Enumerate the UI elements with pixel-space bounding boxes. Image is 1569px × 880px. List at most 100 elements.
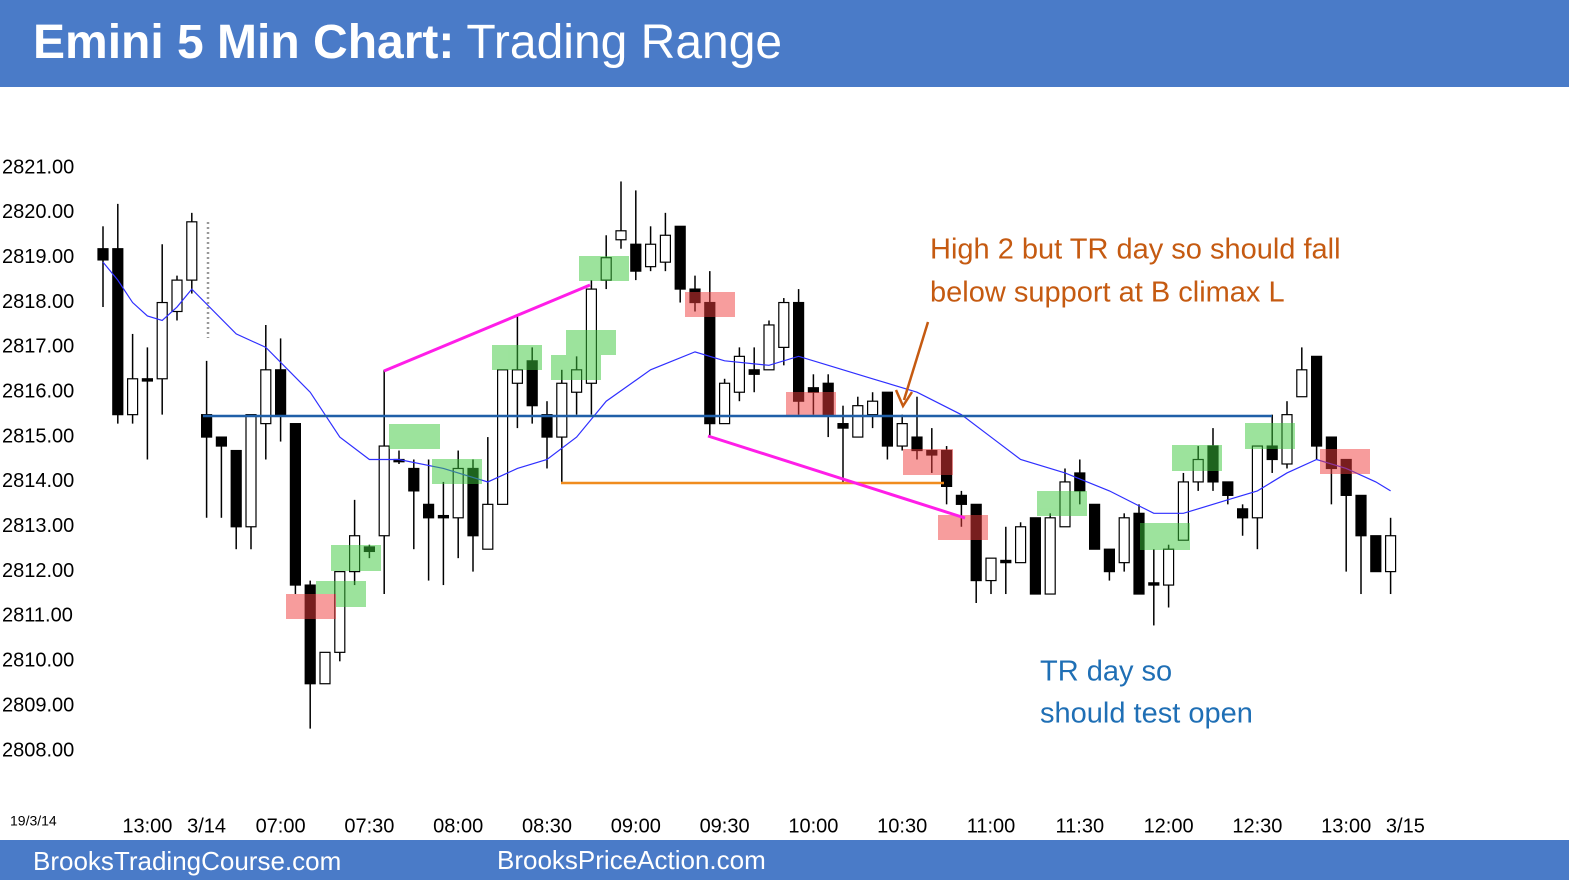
candle-body bbox=[985, 557, 997, 582]
arrow bbox=[902, 321, 930, 401]
candle-body bbox=[778, 301, 790, 348]
sell-signal bbox=[903, 449, 953, 475]
arrow-head bbox=[894, 389, 914, 409]
candle-body bbox=[1103, 548, 1116, 573]
title: Emini 5 Min Chart: bbox=[33, 16, 454, 69]
candle-body bbox=[733, 355, 746, 393]
candle-body bbox=[1296, 369, 1308, 398]
candle-body bbox=[911, 436, 923, 452]
buy-signal bbox=[432, 459, 482, 484]
x-tick-label: 13:00 bbox=[122, 815, 172, 837]
y-tick-label: 2810.00 bbox=[2, 650, 74, 672]
candle-body bbox=[156, 301, 168, 380]
x-tick-label: 12:30 bbox=[1232, 815, 1282, 837]
x-tick-label: 08:30 bbox=[522, 815, 572, 837]
candle-body bbox=[1162, 548, 1175, 586]
candle-body bbox=[230, 449, 242, 528]
candle-body bbox=[718, 382, 731, 425]
candle-body bbox=[955, 494, 968, 505]
candle-body bbox=[1044, 517, 1056, 595]
candle-body bbox=[541, 414, 553, 438]
candle-body bbox=[659, 234, 672, 263]
annotation: should test open bbox=[1040, 698, 1253, 730]
footer-link: BrooksPriceAction.com bbox=[497, 845, 766, 875]
x-tick-label: 09:30 bbox=[700, 815, 750, 837]
candle-body bbox=[1000, 559, 1012, 564]
sell-signal bbox=[286, 594, 336, 619]
buy-signal bbox=[389, 424, 440, 449]
candle-body bbox=[497, 369, 509, 505]
candle-body bbox=[970, 503, 982, 582]
sell-signal bbox=[938, 515, 988, 540]
candle-body bbox=[408, 467, 420, 492]
buy-signal bbox=[1172, 445, 1222, 471]
annotation: TR day so bbox=[1040, 656, 1172, 688]
candle-body bbox=[866, 400, 879, 416]
candle-body bbox=[1251, 445, 1264, 519]
candle-body bbox=[1384, 535, 1397, 573]
y-tick-label: 2818.00 bbox=[2, 291, 74, 313]
x-tick-label: 10:00 bbox=[788, 815, 838, 837]
footer-link: BrooksTradingCourse.com bbox=[33, 846, 341, 876]
candle-body bbox=[704, 301, 716, 425]
x-tick-label: 13:00 bbox=[1321, 815, 1371, 837]
candle-body bbox=[141, 378, 153, 382]
buy-signal bbox=[492, 345, 542, 370]
candle-body bbox=[1355, 494, 1367, 537]
candle-body bbox=[378, 445, 390, 537]
trend-line bbox=[707, 434, 966, 520]
x-tick-label: 07:00 bbox=[256, 815, 306, 837]
date-label: 19/3/14 bbox=[10, 813, 57, 829]
sell-signal bbox=[786, 392, 836, 415]
candle-body bbox=[260, 369, 272, 425]
candle-body bbox=[763, 324, 775, 371]
y-tick-label: 2814.00 bbox=[2, 470, 74, 492]
subtitle: Trading Range bbox=[466, 16, 782, 69]
candle-body bbox=[171, 279, 183, 313]
candle-body bbox=[1148, 582, 1160, 586]
annotation: below support at B climax L bbox=[930, 277, 1285, 309]
y-tick-label: 2808.00 bbox=[2, 739, 74, 761]
x-tick-label: 08:00 bbox=[433, 815, 483, 837]
candle-body bbox=[437, 514, 449, 519]
candle-body bbox=[1088, 503, 1101, 550]
candle-body bbox=[792, 301, 805, 402]
buy-signal bbox=[331, 545, 381, 571]
y-tick-label: 2816.00 bbox=[2, 381, 74, 403]
trend-line bbox=[383, 283, 591, 373]
candle-body bbox=[275, 369, 287, 416]
candle-body bbox=[1310, 355, 1323, 447]
candle-body bbox=[319, 651, 331, 685]
x-tick-label: 09:00 bbox=[611, 815, 661, 837]
buy-signal bbox=[1140, 523, 1190, 550]
x-tick-label: 3/14 bbox=[187, 815, 226, 837]
x-tick-label: 11:00 bbox=[967, 815, 1016, 837]
y-tick-label: 2821.00 bbox=[2, 156, 74, 178]
candle-body bbox=[97, 248, 109, 261]
y-tick-label: 2809.00 bbox=[2, 694, 74, 716]
candle-body bbox=[748, 369, 760, 375]
candle-body bbox=[482, 503, 494, 550]
candle-body bbox=[1222, 481, 1234, 496]
candle-body bbox=[1133, 512, 1145, 595]
candle-body bbox=[1029, 517, 1042, 595]
y-tick-label: 2817.00 bbox=[2, 336, 74, 358]
candle-body bbox=[245, 414, 257, 528]
x-tick-label: 07:30 bbox=[344, 815, 394, 837]
candle-body bbox=[112, 248, 124, 416]
candle-body bbox=[630, 243, 642, 272]
candle-body bbox=[126, 378, 139, 416]
chart-title: Emini 5 Min Chart: Trading Range bbox=[33, 16, 782, 69]
candle-body bbox=[1118, 517, 1130, 564]
candle-body bbox=[1236, 508, 1249, 519]
candle-body bbox=[304, 584, 316, 685]
candle-body bbox=[1074, 472, 1086, 492]
y-tick-label: 2819.00 bbox=[2, 246, 74, 268]
x-tick-label: 10:30 bbox=[877, 815, 927, 837]
annotation: High 2 but TR day so should fall bbox=[930, 234, 1341, 266]
candle-body bbox=[556, 382, 568, 438]
candle-body bbox=[1370, 535, 1382, 573]
y-tick-label: 2820.00 bbox=[2, 201, 74, 223]
x-tick-label: 12:00 bbox=[1144, 815, 1194, 837]
